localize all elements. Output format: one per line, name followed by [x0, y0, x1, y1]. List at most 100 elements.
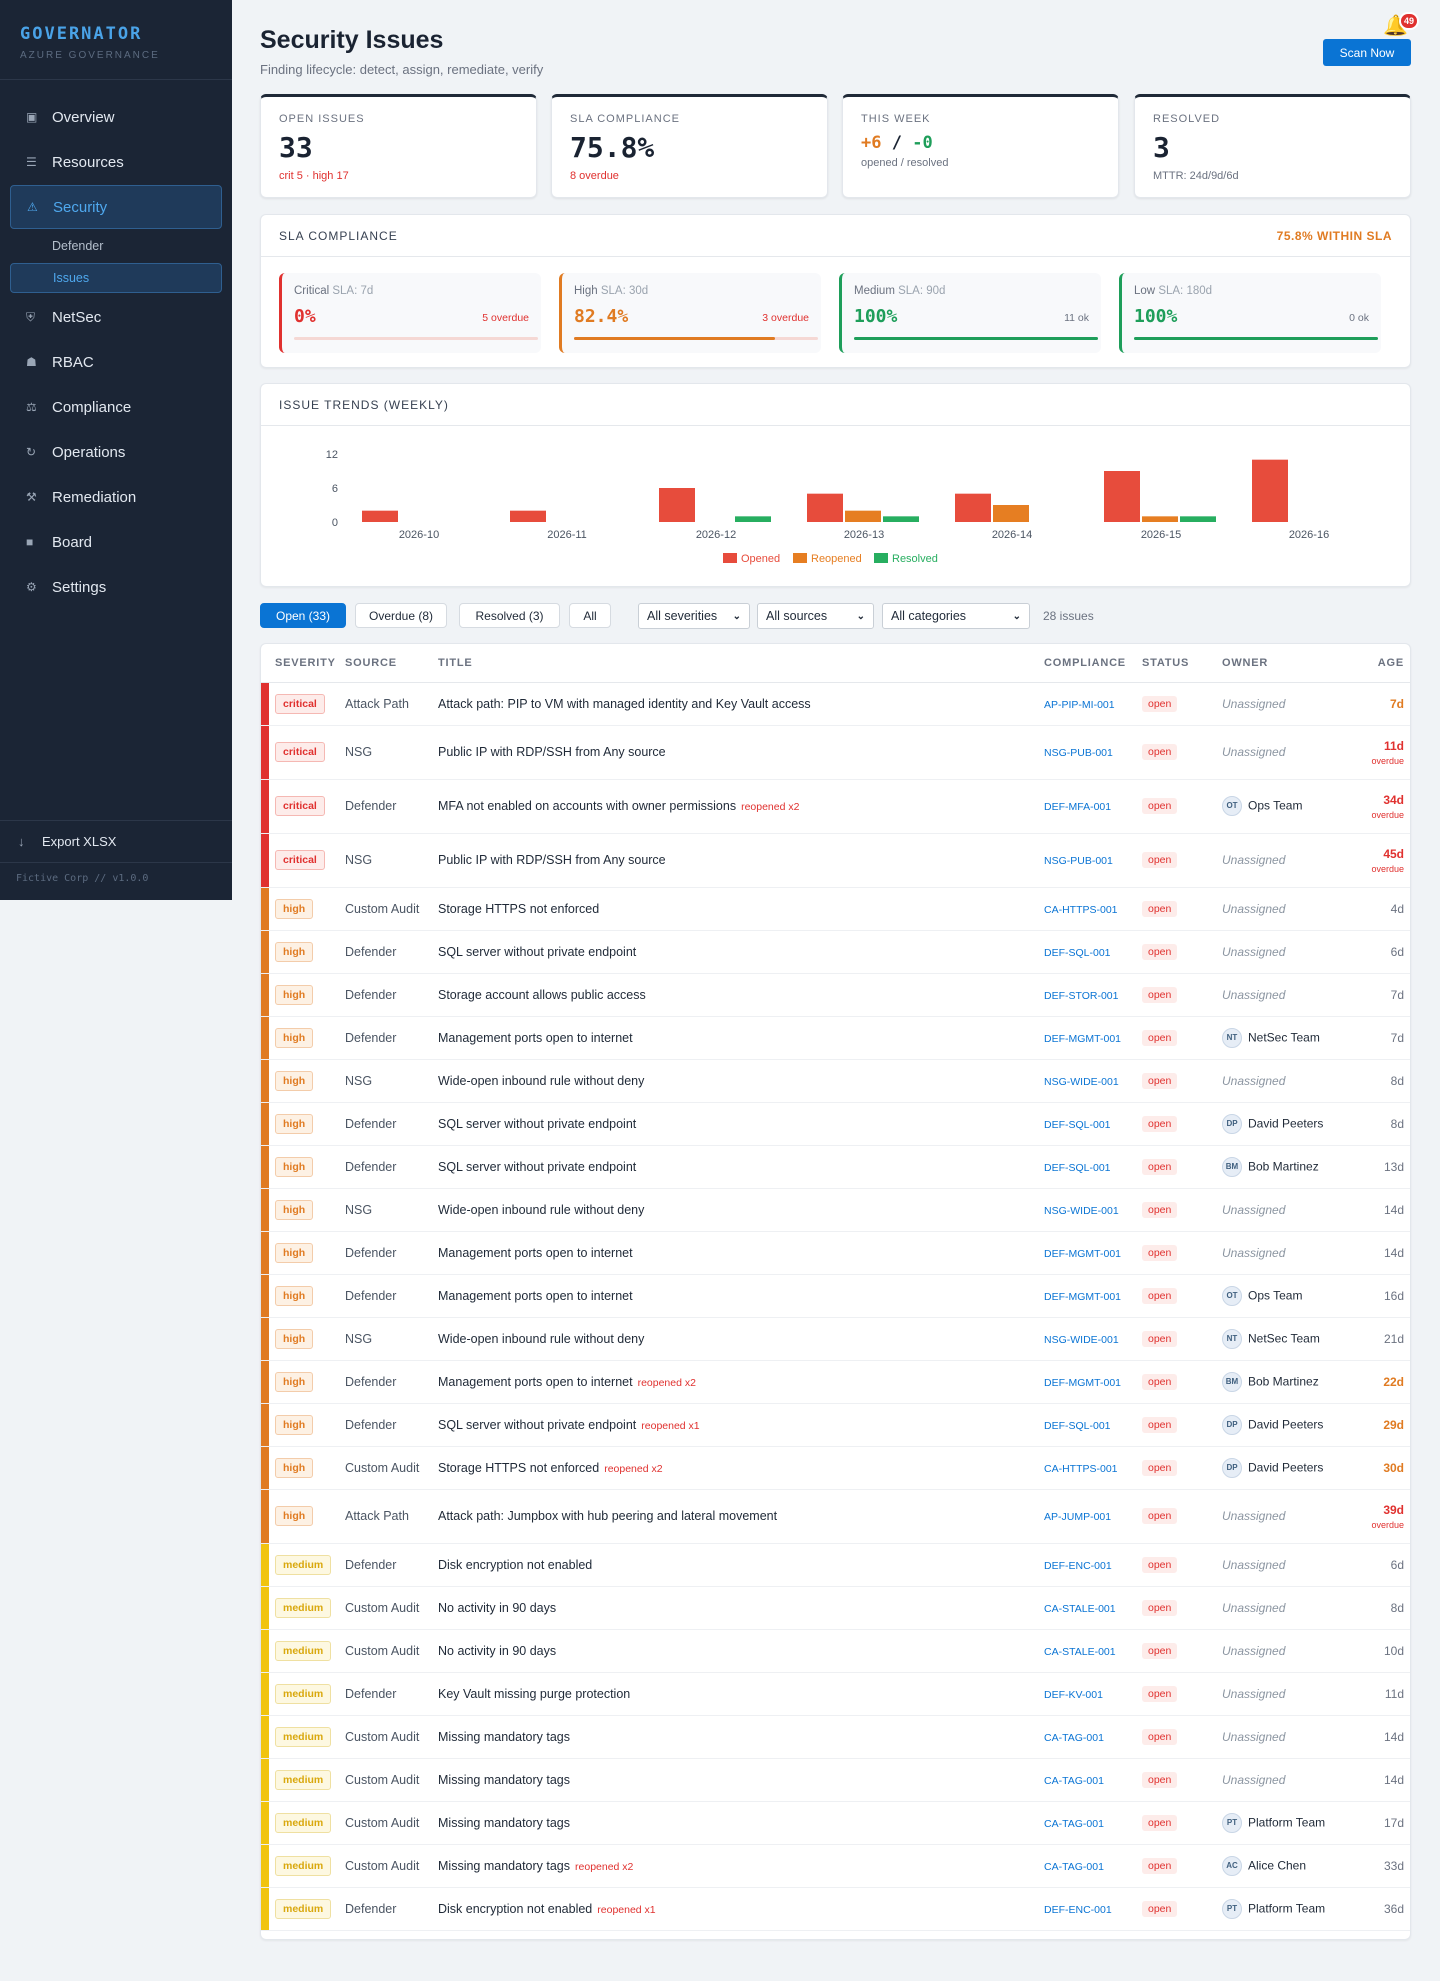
table-row[interactable]: critical Attack Path Attack path: PIP to V… — [261, 682, 1410, 726]
table-row[interactable]: high Custom Audit Storage HTTPS not enforc… — [261, 887, 1410, 931]
table-row[interactable]: medium Defender Disk encryption not enable… — [261, 1543, 1410, 1587]
col-status[interactable]: STATUS — [1142, 644, 1222, 683]
table-row[interactable]: critical Defender MFA not enabled on accou… — [261, 779, 1410, 834]
sidebar-item-netsec[interactable]: ⛨ NetSec — [10, 295, 222, 339]
col-owner[interactable]: OWNER — [1222, 644, 1340, 683]
sidebar-item-resources[interactable]: ☰ Resources — [10, 140, 222, 184]
table-row[interactable]: high Defender SQL server without private e… — [261, 930, 1410, 974]
compliance-link[interactable]: CA-TAG-001 — [1044, 1774, 1104, 1787]
compliance-link[interactable]: DEF-SQL-001 — [1044, 946, 1111, 959]
table-row[interactable]: medium Custom Audit Missing mandatory tags… — [261, 1715, 1410, 1759]
table-row[interactable]: medium Custom Audit No activity in 90 days… — [261, 1629, 1410, 1673]
table-row[interactable]: high Attack Path Attack path: Jumpbox with… — [261, 1489, 1410, 1544]
compliance-link[interactable]: CA-TAG-001 — [1044, 1817, 1104, 1830]
issue-title[interactable]: SQL server without private endpoint — [438, 1417, 637, 1432]
compliance-link[interactable]: DEF-ENC-001 — [1044, 1903, 1112, 1916]
sidebar-subitem-defender[interactable]: Defender — [52, 239, 104, 253]
issue-title[interactable]: Attack path: PIP to VM with managed iden… — [438, 696, 811, 711]
issue-title[interactable]: Storage HTTPS not enforced — [438, 1460, 600, 1475]
issue-title[interactable]: Storage account allows public access — [438, 987, 646, 1002]
sidebar-item-settings[interactable]: ⚙ Settings — [10, 565, 222, 609]
col-severity[interactable]: SEVERITY — [269, 644, 345, 683]
issue-title[interactable]: Management ports open to internet — [438, 1288, 633, 1303]
issue-title[interactable]: Missing mandatory tags — [438, 1772, 571, 1787]
issue-title[interactable]: MFA not enabled on accounts with owner p… — [438, 799, 737, 813]
tab-open[interactable]: Open (33) — [260, 603, 346, 628]
table-row[interactable]: medium Custom Audit Missing mandatory tags… — [261, 1801, 1410, 1845]
sidebar-item-remediation[interactable]: ⚒ Remediation — [10, 475, 222, 519]
issue-title[interactable]: SQL server without private endpoint — [438, 944, 637, 959]
table-row[interactable]: medium Custom Audit Missing mandatory tags… — [261, 1844, 1410, 1888]
col-source[interactable]: SOURCE — [345, 644, 438, 683]
issue-title[interactable]: Wide-open inbound rule without deny — [438, 1331, 645, 1346]
sidebar-item-operations[interactable]: ↻ Operations — [10, 430, 222, 474]
table-row[interactable]: high NSG Wide-open inbound rule without de… — [261, 1317, 1410, 1361]
compliance-link[interactable]: CA-HTTPS-001 — [1044, 903, 1118, 916]
compliance-link[interactable]: CA-HTTPS-001 — [1044, 1462, 1118, 1475]
issue-title[interactable]: Disk encryption not enabled — [438, 1557, 593, 1572]
issue-title[interactable]: Missing mandatory tags — [438, 1858, 571, 1873]
table-row[interactable]: high Defender SQL server without private e… — [261, 1403, 1410, 1447]
tab-overdue[interactable]: Overdue (8) — [355, 603, 447, 628]
sidebar-subitem-issues[interactable]: Issues — [10, 263, 222, 293]
table-row[interactable]: medium Custom Audit No activity in 90 days… — [261, 1586, 1410, 1630]
issue-title[interactable]: Storage HTTPS not enforced — [438, 901, 600, 916]
issue-title[interactable]: Wide-open inbound rule without deny — [438, 1073, 645, 1088]
table-row[interactable]: high Defender Management ports open to int… — [261, 1360, 1410, 1404]
compliance-link[interactable]: DEF-KV-001 — [1044, 1688, 1103, 1701]
issue-title[interactable]: Wide-open inbound rule without deny — [438, 1202, 645, 1217]
compliance-link[interactable]: NSG-PUB-001 — [1044, 747, 1113, 759]
issue-title[interactable]: Missing mandatory tags — [438, 1729, 571, 1744]
scan-now-button[interactable]: Scan Now — [1323, 39, 1411, 66]
compliance-link[interactable]: NSG-WIDE-001 — [1044, 1075, 1119, 1088]
issue-title[interactable]: Public IP with RDP/SSH from Any source — [438, 853, 666, 867]
compliance-link[interactable]: DEF-SQL-001 — [1044, 1161, 1111, 1174]
export-xlsx-button[interactable]: ↓ Export XLSX — [0, 820, 232, 862]
compliance-link[interactable]: AP-JUMP-001 — [1044, 1511, 1112, 1523]
compliance-link[interactable]: DEF-ENC-001 — [1044, 1559, 1112, 1572]
table-row[interactable]: medium Defender Disk encryption not enable… — [261, 1887, 1410, 1931]
table-row[interactable]: high Defender Management ports open to int… — [261, 1231, 1410, 1275]
table-row[interactable]: critical NSG Public IP with RDP/SSH from A… — [261, 725, 1410, 780]
table-row[interactable]: high Defender SQL server without private e… — [261, 1102, 1410, 1146]
issue-title[interactable]: Management ports open to internet — [438, 1030, 633, 1045]
compliance-link[interactable]: DEF-SQL-001 — [1044, 1118, 1111, 1131]
table-row[interactable]: high Custom Audit Storage HTTPS not enforc… — [261, 1446, 1410, 1490]
table-row[interactable]: medium Custom Audit Missing mandatory tags… — [261, 1758, 1410, 1802]
compliance-link[interactable]: DEF-MGMT-001 — [1044, 1032, 1122, 1045]
sidebar-item-compliance[interactable]: ⚖ Compliance — [10, 385, 222, 429]
table-row[interactable]: high NSG Wide-open inbound rule without de… — [261, 1059, 1410, 1103]
compliance-link[interactable]: DEF-MGMT-001 — [1044, 1247, 1122, 1260]
compliance-link[interactable]: CA-TAG-001 — [1044, 1860, 1104, 1873]
issue-title[interactable]: Disk encryption not enabled — [438, 1901, 593, 1916]
issue-title[interactable]: Key Vault missing purge protection — [438, 1686, 631, 1701]
table-row[interactable]: medium Defender Key Vault missing purge pr… — [261, 1672, 1410, 1716]
category-select[interactable]: All categories ⌄ — [882, 603, 1030, 629]
compliance-link[interactable]: CA-STALE-001 — [1044, 1645, 1116, 1658]
issue-title[interactable]: SQL server without private endpoint — [438, 1159, 637, 1174]
compliance-link[interactable]: DEF-MGMT-001 — [1044, 1376, 1122, 1389]
col-compliance[interactable]: COMPLIANCE — [1044, 644, 1142, 683]
tab-all[interactable]: All — [569, 603, 611, 628]
table-row[interactable]: high Defender Storage account allows publi… — [261, 973, 1410, 1017]
compliance-link[interactable]: DEF-MFA-001 — [1044, 801, 1112, 813]
compliance-link[interactable]: NSG-PUB-001 — [1044, 855, 1113, 867]
issue-title[interactable]: Management ports open to internet — [438, 1245, 633, 1260]
compliance-link[interactable]: DEF-STOR-001 — [1044, 989, 1119, 1002]
issue-title[interactable]: No activity in 90 days — [438, 1600, 557, 1615]
severity-select[interactable]: All severities ⌄ — [638, 603, 750, 629]
table-row[interactable]: high Defender Management ports open to int… — [261, 1274, 1410, 1318]
issue-title[interactable]: Public IP with RDP/SSH from Any source — [438, 745, 666, 759]
sidebar-item-security[interactable]: ⚠ Security — [10, 185, 222, 229]
compliance-link[interactable]: NSG-WIDE-001 — [1044, 1333, 1119, 1346]
issue-title[interactable]: Missing mandatory tags — [438, 1815, 571, 1830]
issue-title[interactable]: No activity in 90 days — [438, 1643, 557, 1658]
sidebar-item-rbac[interactable]: ☗ RBAC — [10, 340, 222, 384]
compliance-link[interactable]: CA-TAG-001 — [1044, 1731, 1104, 1744]
issue-title[interactable]: Attack path: Jumpbox with hub peering an… — [438, 1509, 778, 1523]
compliance-link[interactable]: DEF-SQL-001 — [1044, 1419, 1111, 1432]
col-title[interactable]: TITLE — [438, 644, 1044, 683]
source-select[interactable]: All sources ⌄ — [757, 603, 874, 629]
sidebar-item-board[interactable]: ■ Board — [10, 520, 222, 564]
sidebar-item-overview[interactable]: ▣ Overview — [10, 95, 222, 139]
